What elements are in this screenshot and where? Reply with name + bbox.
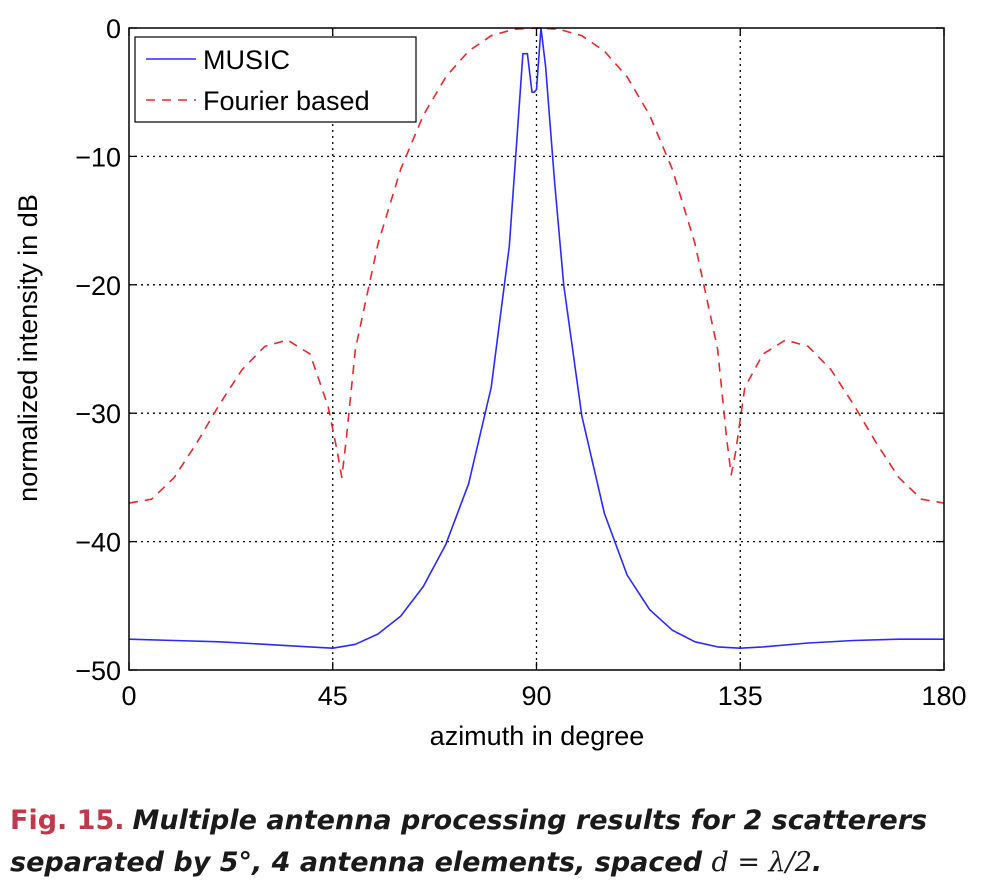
x-tick-label-0: 0 [121,681,136,711]
chart: 0 45 90 135 180 0 −10 −20 −30 −40 −50 azimuth in d… [13,14,967,751]
y-tick-label-3: −30 [75,399,121,429]
y-tick-label-4: −40 [75,528,121,558]
x-tick-label-45: 45 [318,681,348,711]
tick-labels: 0 45 90 135 180 0 −10 −20 −30 −40 −50 [75,14,966,711]
series-line-music [128,27,944,650]
figure-caption: Fig. 15. Multiple antenna processing resu… [10,800,980,884]
x-tick-label-90: 90 [521,681,551,711]
figure-number: Fig. 15. [10,805,125,836]
legend: MUSIC Fourier based [134,36,417,123]
y-tick-label-2: −20 [75,271,121,301]
legend-label-music: MUSIC [203,45,290,75]
tick-marks [128,27,945,671]
y-tick-label-5: −50 [75,656,121,686]
legend-box [134,36,417,123]
y-axis-label: normalized intensity in dB [13,194,43,502]
y-tick-label-0: 0 [106,14,121,44]
legend-label-fourier: Fourier based [203,86,370,116]
caption-text: Multiple antenna processing results for … [10,805,928,878]
x-tick-label-180: 180 [921,681,966,711]
x-tick-label-135: 135 [718,681,763,711]
caption-math: d = λ/2 [711,847,812,878]
caption-end: . [811,847,823,878]
y-tick-label-1: −10 [75,142,121,172]
x-axis-label: azimuth in degree [430,721,645,751]
grid-lines [129,28,944,670]
